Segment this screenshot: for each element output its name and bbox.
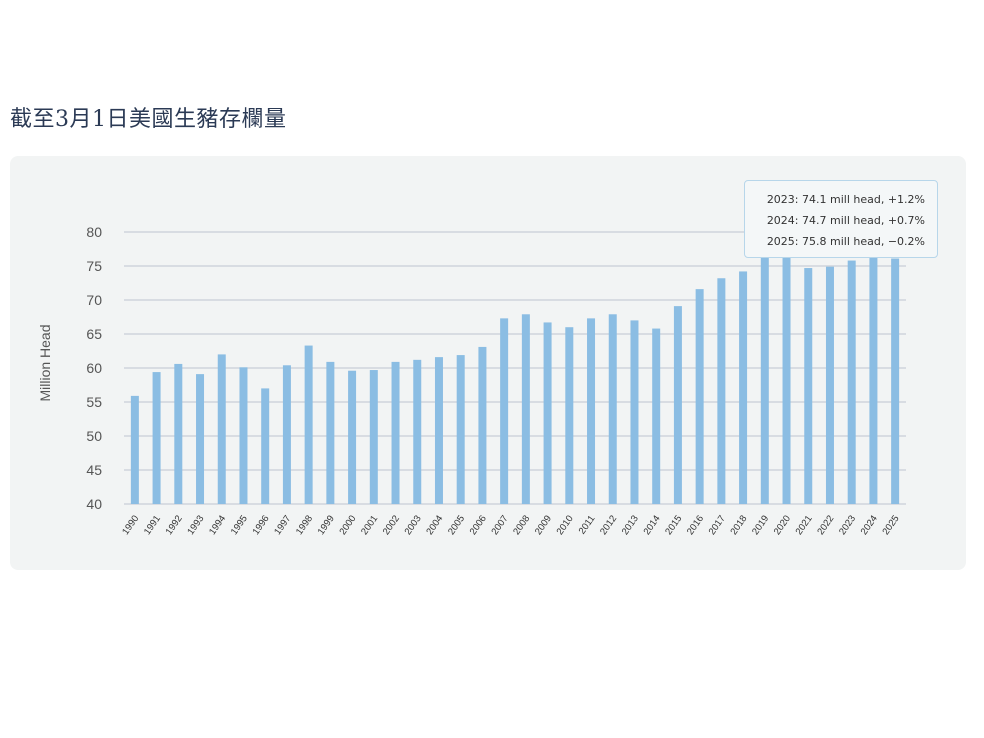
bar-1998[interactable] (304, 345, 313, 504)
y-tick-label: 60 (86, 360, 102, 376)
bar-2010[interactable] (565, 327, 574, 504)
bar-2006[interactable] (478, 346, 487, 504)
x-tick-label: 2003 (403, 513, 424, 537)
chart-tooltip: 2023: 74.1 mill head, +1.2% 2024: 74.7 m… (744, 180, 938, 258)
bars (130, 250, 900, 504)
x-tick-label: 2015 (663, 513, 684, 537)
bar-1992[interactable] (174, 363, 183, 504)
x-tick-label: 1991 (142, 513, 163, 537)
x-tick-label: 1993 (185, 513, 206, 537)
bar-1991[interactable] (152, 372, 161, 504)
x-tick-label: 1995 (229, 513, 250, 537)
x-axis-ticks: 1990 1991 1992 1993 1994 1995 1996 1997 1998 1999… (120, 513, 901, 537)
x-tick-label: 2013 (620, 513, 641, 537)
y-tick-label: 75 (86, 258, 102, 274)
x-tick-label: 1996 (251, 513, 272, 537)
x-tick-label: 2017 (707, 513, 728, 537)
bar-2001[interactable] (369, 370, 378, 504)
x-tick-label: 1998 (294, 513, 315, 537)
x-tick-label: 2021 (794, 513, 815, 537)
x-tick-label: 2023 (837, 513, 858, 537)
y-tick-label: 40 (86, 496, 102, 512)
x-tick-label: 1990 (120, 513, 141, 537)
bar-2000[interactable] (348, 370, 357, 504)
x-tick-label: 2007 (489, 513, 510, 537)
bar-2022[interactable] (825, 266, 834, 504)
x-tick-label: 2001 (359, 513, 380, 537)
x-tick-label: 1992 (164, 513, 185, 537)
x-tick-label: 2019 (750, 513, 771, 537)
tooltip-line-2023: 2023: 74.1 mill head, +1.2% (766, 193, 925, 206)
bar-2011[interactable] (587, 318, 596, 504)
y-tick-label: 80 (86, 224, 102, 240)
x-tick-label: 2022 (815, 513, 836, 537)
x-tick-label: 2008 (511, 513, 532, 537)
x-tick-label: 2012 (598, 513, 619, 537)
x-tick-label: 1994 (207, 513, 228, 537)
x-tick-label: 2025 (880, 513, 901, 537)
bar-2005[interactable] (456, 355, 465, 504)
bar-2002[interactable] (391, 361, 400, 504)
bar-1995[interactable] (239, 367, 248, 504)
y-tick-label: 65 (86, 326, 102, 342)
x-tick-label: 2014 (642, 513, 663, 537)
bar-1997[interactable] (282, 365, 291, 504)
x-tick-label: 2006 (468, 513, 489, 537)
x-tick-label: 2011 (577, 513, 598, 536)
bar-2024[interactable] (869, 257, 878, 504)
y-tick-label: 55 (86, 394, 102, 410)
x-tick-label: 1999 (316, 513, 337, 537)
y-tick-label: 45 (86, 462, 102, 478)
bar-2019[interactable] (760, 257, 769, 504)
x-tick-label: 2005 (446, 513, 467, 537)
bar-2008[interactable] (521, 314, 530, 504)
x-tick-label: 2004 (424, 513, 445, 537)
x-tick-label: 2018 (728, 513, 749, 537)
x-tick-label: 2016 (685, 513, 706, 537)
x-tick-label: 2024 (859, 513, 880, 537)
bar-2017[interactable] (717, 278, 726, 504)
bar-1990[interactable] (130, 395, 139, 504)
x-tick-label: 2009 (533, 513, 554, 537)
bar-1996[interactable] (261, 388, 270, 504)
y-tick-label: 70 (86, 292, 102, 308)
y-axis-label: Million Head (37, 324, 53, 401)
bar-1994[interactable] (217, 354, 226, 504)
x-tick-label: 1997 (272, 513, 293, 537)
bar-2021[interactable] (804, 268, 813, 504)
x-tick-label: 2002 (381, 513, 402, 537)
grid-lines (124, 231, 906, 505)
bar-2016[interactable] (695, 289, 704, 504)
bar-1999[interactable] (326, 361, 335, 504)
bar-2018[interactable] (739, 271, 748, 504)
y-tick-label: 50 (86, 428, 102, 444)
bar-2014[interactable] (652, 328, 661, 504)
bar-2009[interactable] (543, 322, 552, 504)
bar-2025[interactable] (891, 258, 900, 504)
bar-2013[interactable] (630, 320, 639, 504)
bar-2015[interactable] (673, 306, 682, 504)
x-tick-label: 2020 (772, 513, 793, 537)
bar-2004[interactable] (434, 357, 443, 504)
x-tick-label: 2000 (337, 513, 358, 537)
bar-2023[interactable] (847, 260, 856, 504)
bar-2012[interactable] (608, 314, 617, 504)
bar-2007[interactable] (500, 318, 509, 504)
tooltip-line-2025: 2025: 75.8 mill head, −0.2% (766, 235, 925, 248)
bar-2003[interactable] (413, 359, 422, 504)
bar-1993[interactable] (196, 374, 205, 504)
x-tick-label: 2010 (555, 513, 576, 537)
y-axis-ticks: 40 45 50 55 60 65 70 75 80 (86, 224, 102, 512)
bar-2020[interactable] (782, 250, 791, 504)
page-title: 截至3月1日美國生豬存欄量 (10, 107, 287, 132)
tooltip-line-2024: 2024: 74.7 mill head, +0.7% (766, 214, 925, 227)
